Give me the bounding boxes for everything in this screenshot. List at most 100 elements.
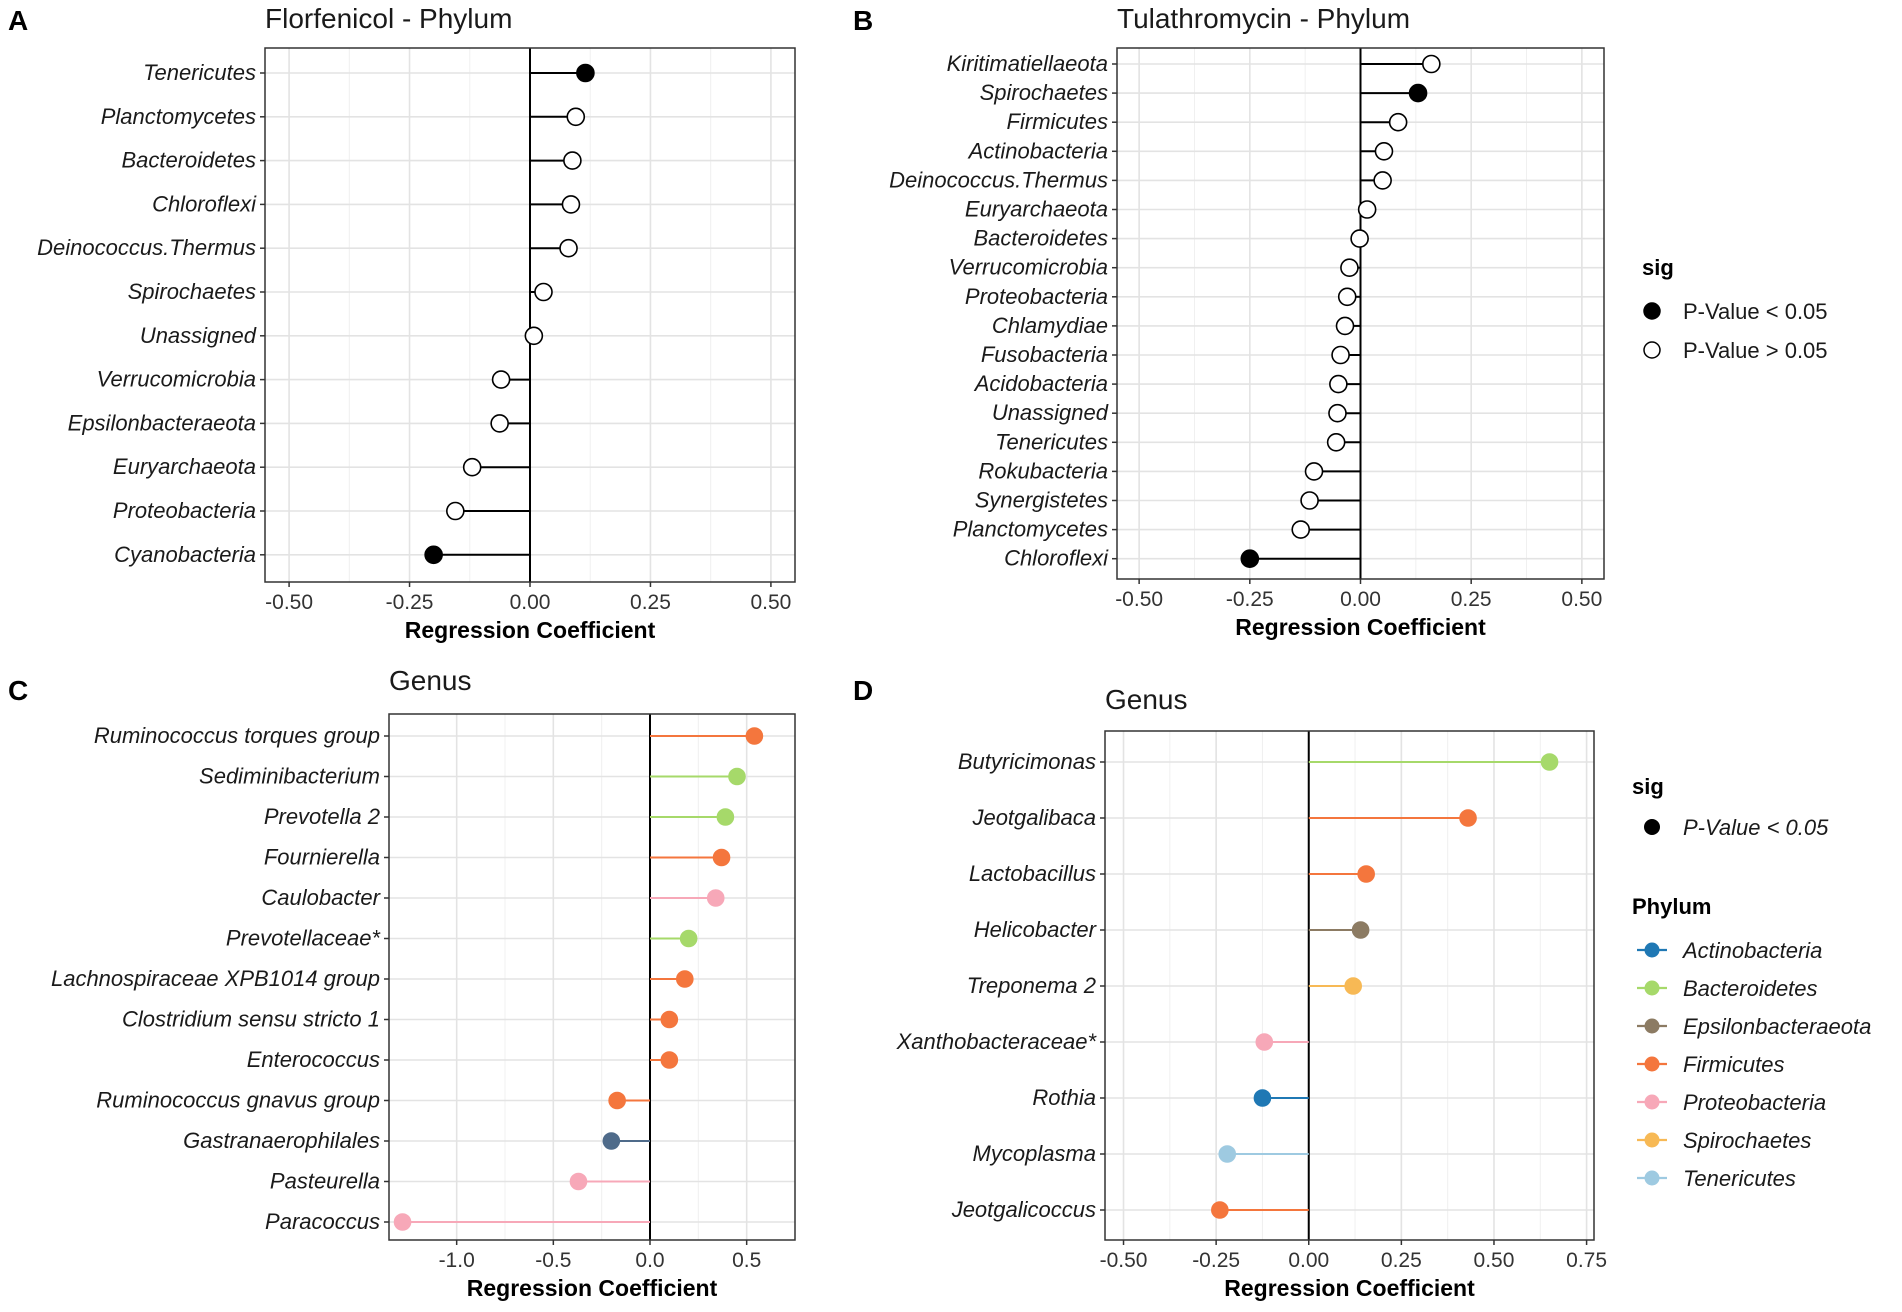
- panel-a-title: Florfenicol - Phylum: [265, 3, 512, 34]
- legend-phylum-label-2: Epsilonbacteraeota: [1683, 1014, 1871, 1039]
- x-tick-label-c-2: 0.0: [635, 1249, 664, 1272]
- point-a-11: [424, 545, 443, 565]
- category-label-d-3: Helicobacter: [974, 917, 1098, 942]
- category-label-b-6: Bacteroidetes: [973, 226, 1108, 251]
- category-label-d-8: Jeotgalicoccus: [951, 1197, 1096, 1222]
- x-tick-label-b-4: 0.50: [1561, 588, 1602, 611]
- category-label-a-5: Spirochaetes: [128, 279, 256, 304]
- point-c-6: [675, 970, 694, 988]
- category-label-a-3: Chloroflexi: [152, 191, 257, 216]
- category-label-a-4: Deinococcus.Thermus: [37, 235, 256, 260]
- point-d-1: [1459, 809, 1477, 827]
- category-label-b-14: Rokubacteria: [978, 458, 1108, 483]
- point-a-0: [576, 63, 595, 83]
- panel-b-title: Tulathromycin - Phylum: [1117, 3, 1410, 34]
- legend-phylum-label-3: Firmicutes: [1683, 1052, 1784, 1077]
- point-d-7: [1218, 1145, 1237, 1163]
- category-label-a-8: Epsilonbacteraeota: [68, 410, 256, 435]
- x-tick-label-d-1: -0.25: [1192, 1249, 1240, 1272]
- point-b-13: [1326, 432, 1346, 452]
- category-label-a-11: Cyanobacteria: [114, 542, 256, 567]
- category-label-b-12: Unassigned: [992, 400, 1109, 425]
- category-label-c-2: Prevotella 2: [264, 804, 380, 829]
- point-c-3: [712, 848, 731, 867]
- point-b-11: [1329, 374, 1348, 394]
- x-tick-label-d-4: 0.50: [1474, 1249, 1515, 1272]
- point-d-3: [1351, 921, 1370, 939]
- x-tick-label-c-3: 0.5: [732, 1249, 761, 1272]
- point-b-8: [1337, 287, 1357, 307]
- category-label-a-6: Unassigned: [140, 323, 257, 348]
- point-c-11: [569, 1172, 588, 1191]
- legend-phylum-dot-3: [1644, 1056, 1660, 1072]
- x-tick-label-d-0: -0.50: [1100, 1249, 1148, 1272]
- legend-sig-top: sig P-Value < 0.05 P-Value > 0.05: [1642, 255, 1828, 363]
- category-label-b-4: Deinococcus.Thermus: [889, 167, 1108, 192]
- category-label-c-12: Paracoccus: [265, 1209, 380, 1234]
- point-d-6: [1253, 1089, 1272, 1107]
- point-b-16: [1291, 520, 1311, 539]
- point-a-3: [561, 195, 581, 214]
- x-tick-label-d-2: 0.00: [1288, 1249, 1329, 1272]
- x-axis-label-d: Regression Coefficient: [1224, 1275, 1475, 1301]
- x-axis-label-b: Regression Coefficient: [1235, 614, 1486, 640]
- legend-phylum-dot-6: [1644, 1170, 1660, 1186]
- panel-letter-d: D: [853, 675, 873, 706]
- legend-phylum-items: Actinobacteria Bacteroidetes Epsilonbacter…: [1637, 938, 1871, 1191]
- category-label-b-10: Fusobacteria: [981, 342, 1108, 367]
- legend-sig-top-item-1: P-Value > 0.05: [1683, 338, 1828, 363]
- panel-letter-c: C: [8, 675, 28, 706]
- legend-phylum-label-0: Actinobacteria: [1681, 938, 1822, 963]
- category-label-c-7: Clostridium sensu stricto 1: [122, 1007, 380, 1032]
- category-label-b-17: Chloroflexi: [1004, 546, 1109, 571]
- point-c-8: [660, 1051, 679, 1069]
- x-tick-label-c-1: -0.5: [535, 1249, 571, 1272]
- legend-sig-top-filled-dot: [1643, 302, 1661, 320]
- x-tick-label-a-3: 0.25: [630, 591, 671, 614]
- point-c-7: [660, 1010, 679, 1029]
- plot-border-c: [388, 713, 796, 1241]
- category-label-b-1: Spirochaetes: [980, 80, 1108, 105]
- point-c-1: [728, 767, 746, 786]
- legend-phylum-dot-2: [1644, 1018, 1660, 1034]
- point-c-0: [745, 727, 764, 745]
- x-tick-label-d-5: 0.75: [1566, 1249, 1607, 1272]
- legend-phylum-label-4: Proteobacteria: [1683, 1090, 1826, 1115]
- x-tick-label-c-0: -1.0: [439, 1249, 475, 1272]
- point-b-14: [1304, 462, 1324, 481]
- category-label-a-9: Euryarchaeota: [113, 454, 256, 479]
- category-label-c-4: Caulobacter: [261, 885, 381, 910]
- legend-phylum-dot-5: [1644, 1132, 1660, 1148]
- point-c-2: [716, 808, 735, 826]
- x-tick-label-d-3: 0.25: [1381, 1249, 1422, 1272]
- category-label-c-6: Lachnospiraceae XPB1014 group: [51, 966, 380, 991]
- category-label-c-0: Ruminococcus torques group: [94, 723, 380, 748]
- point-b-2: [1388, 112, 1408, 132]
- panel-d: D Genus Butyricimonas Jeotgalibaca Lactoba…: [853, 675, 1607, 1301]
- point-d-4: [1344, 977, 1363, 995]
- legend-phylum: Phylum Actinobacteria Bacteroidetes Epsilo…: [1632, 894, 1871, 1191]
- x-axis-label-c: Regression Coefficient: [467, 1275, 718, 1301]
- legend-phylum-label-6: Tenericutes: [1683, 1166, 1796, 1191]
- legend-phylum-dot-4: [1644, 1094, 1660, 1110]
- category-label-c-3: Fournierella: [264, 845, 380, 870]
- category-label-d-4: Treponema 2: [967, 973, 1096, 998]
- category-label-b-0: Kiritimatiellaeota: [947, 51, 1108, 76]
- category-label-a-10: Proteobacteria: [113, 498, 256, 523]
- x-tick-label-b-2: 0.00: [1340, 588, 1381, 611]
- category-label-b-11: Acidobacteria: [973, 371, 1108, 396]
- legend-sig-top-item-0: P-Value < 0.05: [1683, 299, 1828, 324]
- category-label-d-0: Butyricimonas: [958, 749, 1096, 774]
- category-label-d-1: Jeotgalibaca: [971, 805, 1096, 830]
- legend-phylum-label-5: Spirochaetes: [1683, 1128, 1811, 1153]
- legend-phylum-dot-1: [1644, 980, 1660, 996]
- point-d-2: [1357, 865, 1375, 883]
- legend-sig-bottom-item-0: P-Value < 0.05: [1683, 815, 1829, 840]
- legend-sig-bottom-title: sig: [1632, 774, 1664, 799]
- point-c-4: [706, 889, 725, 907]
- x-tick-label-b-1: -0.25: [1226, 588, 1274, 611]
- point-a-9: [462, 457, 482, 477]
- category-label-c-5: Prevotellaceae*: [226, 926, 382, 951]
- point-b-4: [1373, 171, 1392, 190]
